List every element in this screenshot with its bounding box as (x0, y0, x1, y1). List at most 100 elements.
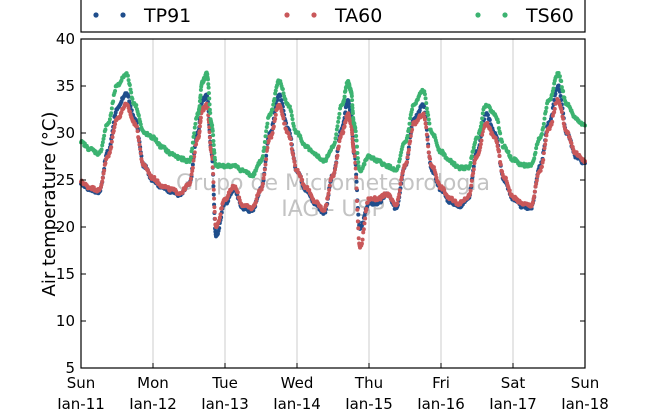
data-point (552, 110, 557, 115)
data-point (100, 140, 105, 145)
data-point (126, 105, 131, 110)
data-point (350, 136, 355, 141)
data-point (353, 125, 358, 130)
data-point (559, 85, 564, 90)
data-point (395, 201, 400, 206)
data-point (134, 103, 139, 108)
data-point (197, 124, 202, 129)
data-point (136, 113, 141, 118)
data-point (363, 216, 368, 221)
data-point (101, 136, 106, 141)
x-tick-day: Jan-16 (416, 395, 465, 409)
data-point (192, 150, 197, 155)
data-point (272, 97, 277, 102)
data-point (469, 183, 474, 188)
legend: TP91 TA60 TS60 (93, 5, 574, 27)
data-point (496, 149, 501, 154)
data-point (408, 139, 413, 144)
data-point (111, 99, 116, 104)
data-point (399, 175, 404, 180)
data-point (417, 108, 422, 113)
data-point (356, 212, 361, 217)
data-point (129, 90, 134, 95)
data-point (298, 174, 303, 179)
data-point (278, 93, 283, 98)
data-point (260, 154, 265, 159)
data-point (213, 158, 218, 163)
data-point (423, 121, 428, 126)
data-point (433, 172, 438, 177)
data-point (405, 155, 410, 160)
data-point (496, 120, 501, 125)
data-point (541, 121, 546, 126)
data-point (354, 179, 359, 184)
data-point (335, 153, 340, 158)
legend-label: TP91 (143, 5, 191, 27)
data-point (280, 87, 285, 92)
data-point (479, 138, 484, 143)
data-point (189, 172, 194, 177)
data-point (471, 149, 476, 154)
data-point (333, 136, 338, 141)
data-point (360, 237, 365, 242)
data-point (341, 130, 346, 135)
data-point (506, 149, 511, 154)
data-point (343, 118, 348, 123)
data-point (264, 157, 269, 162)
data-point (136, 135, 141, 140)
x-tick-day: Jan-14 (272, 395, 321, 409)
data-point (362, 221, 367, 226)
data-point (342, 94, 347, 99)
data-point (561, 89, 566, 94)
data-point (111, 128, 116, 133)
data-point (406, 126, 411, 131)
data-point (127, 83, 132, 88)
data-point (325, 195, 330, 200)
data-point (468, 188, 473, 193)
data-point (270, 107, 275, 112)
data-point (404, 159, 409, 164)
data-point (362, 162, 367, 167)
data-point (217, 215, 222, 220)
data-point (473, 140, 478, 145)
data-point (265, 145, 270, 150)
data-point (263, 162, 268, 167)
data-point (262, 139, 267, 144)
x-tick-day: Jan-11 (56, 395, 105, 409)
data-point (422, 92, 427, 97)
data-point (211, 138, 216, 143)
data-point (332, 170, 337, 175)
y-tick-label: 35 (56, 77, 75, 95)
data-point (355, 219, 360, 224)
data-point (336, 119, 341, 124)
x-tick-weekday: Sat (501, 374, 526, 392)
data-point (480, 132, 485, 137)
data-point (542, 146, 547, 151)
data-point (197, 99, 202, 104)
data-point (210, 128, 215, 133)
data-point (207, 130, 212, 135)
data-point (102, 133, 107, 138)
data-point (207, 135, 212, 140)
data-point (188, 180, 193, 185)
data-point (137, 142, 142, 147)
data-point (497, 154, 502, 159)
data-point (270, 131, 275, 136)
data-point (557, 74, 562, 79)
data-point (532, 189, 537, 194)
data-point (212, 150, 217, 155)
data-point (541, 125, 546, 130)
data-point (353, 166, 358, 171)
data-point (422, 117, 427, 122)
data-point (190, 165, 195, 170)
data-point (344, 84, 349, 89)
data-point (493, 135, 498, 140)
data-point (352, 121, 357, 126)
data-point (281, 91, 286, 96)
data-point (261, 149, 266, 154)
data-point (100, 179, 105, 184)
data-point (138, 122, 143, 127)
data-point (355, 144, 359, 149)
data-point (343, 88, 348, 93)
data-point (206, 91, 211, 96)
